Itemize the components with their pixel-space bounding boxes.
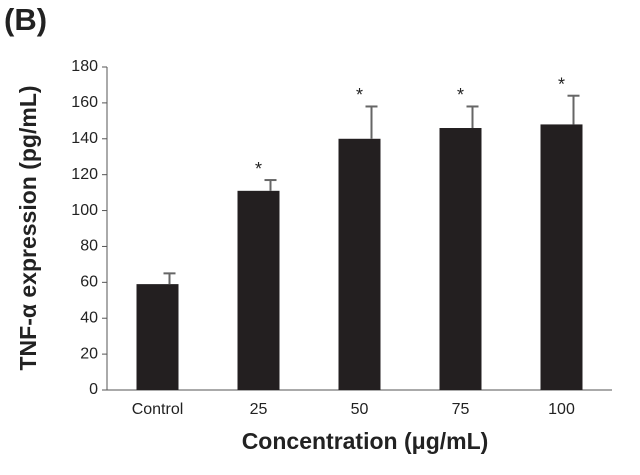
significance-marker: * [255, 159, 262, 179]
x-tick-label: Control [132, 401, 184, 418]
x-tick-label: 100 [548, 401, 575, 418]
y-tick-label: 80 [80, 238, 98, 255]
bar [237, 190, 280, 390]
y-tick-label: 20 [80, 345, 98, 362]
y-tick-label: 60 [80, 274, 98, 291]
significance-marker: * [457, 85, 464, 105]
y-tick-label: 100 [71, 202, 98, 219]
y-tick-label: 0 [89, 381, 98, 398]
x-tick-label: 50 [351, 401, 369, 418]
bar [136, 284, 179, 390]
y-tick-label: 180 [71, 58, 98, 75]
error-bar [567, 94, 580, 125]
y-tick-label: 120 [71, 166, 98, 183]
y-axis-title: TNF-α expression (pg/mL) [15, 85, 41, 370]
y-tick-label: 40 [80, 309, 98, 326]
x-tick-label: 75 [452, 401, 470, 418]
y-tick-label: 160 [71, 94, 98, 111]
bar [439, 128, 482, 390]
x-tick-label: 25 [250, 401, 268, 418]
bar [338, 138, 381, 390]
error-bar [264, 179, 277, 191]
y-tick-label: 140 [71, 130, 98, 147]
error-bar [365, 105, 378, 139]
error-bar [466, 105, 479, 129]
x-axis-title: Concentration (μg/mL) [242, 428, 489, 454]
error-bar [163, 272, 176, 285]
bar [540, 124, 583, 390]
significance-marker: * [356, 85, 363, 105]
panel-label: (B) [4, 2, 47, 37]
significance-marker: * [558, 74, 565, 94]
